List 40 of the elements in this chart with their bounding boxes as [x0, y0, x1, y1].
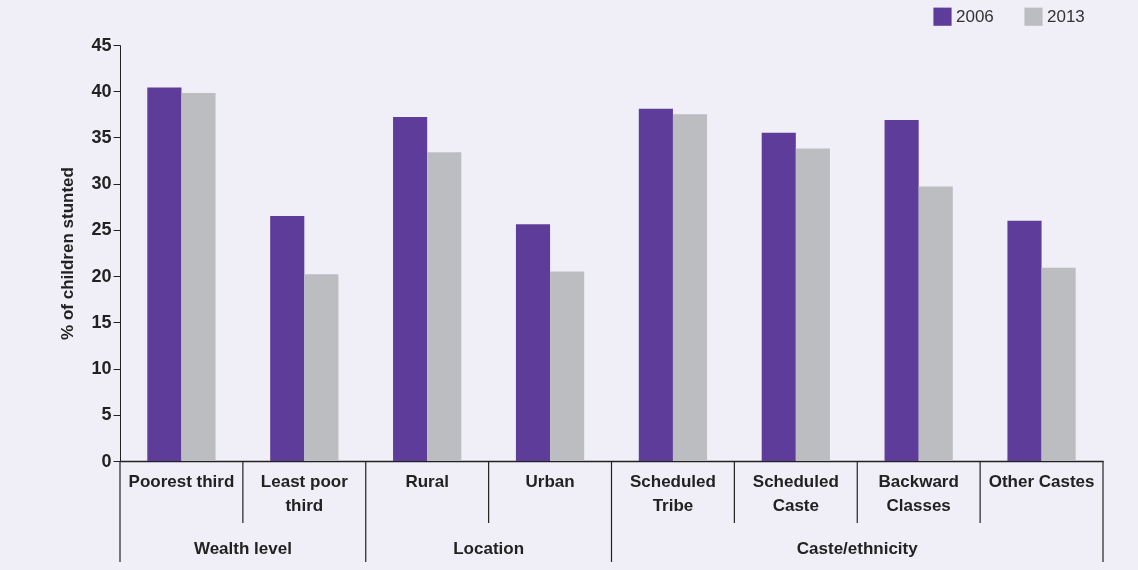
bar: [427, 152, 462, 461]
bar: [147, 87, 182, 461]
x-tick-label: Urban: [525, 471, 575, 491]
x-tick-label: Other Castes: [988, 471, 1095, 491]
y-tick-label: 5: [101, 404, 112, 425]
y-tick-label: 0: [101, 450, 112, 471]
bar: [304, 274, 339, 461]
y-tick-label: 35: [91, 126, 112, 147]
x-tick-label: Scheduled Caste: [752, 471, 839, 515]
y-tick-label: 25: [91, 219, 112, 240]
bar: [181, 93, 216, 461]
text: Location: [453, 539, 525, 558]
bar: [672, 114, 708, 461]
y-tick-label: 30: [91, 173, 112, 194]
legend-label: 2006: [956, 6, 994, 26]
bar: [550, 271, 585, 461]
bar: [795, 148, 830, 461]
x-tick-label: Rural: [405, 471, 449, 491]
text: Wealth level: [193, 539, 292, 558]
y-axis-title: % of children stunted: [58, 167, 78, 340]
bar: [918, 186, 953, 461]
bar: [1007, 220, 1042, 461]
y-tick-label: 40: [91, 80, 112, 101]
x-tick-label: Scheduled Tribe: [629, 471, 716, 515]
y-tick-label: 45: [91, 34, 112, 55]
bar: [515, 224, 551, 461]
bar: [884, 119, 919, 461]
bar: [761, 132, 796, 461]
y-tick-label: 15: [91, 311, 112, 332]
bar: [393, 117, 428, 461]
x-tick-label: Backward Classes: [878, 471, 959, 515]
bar: [1041, 267, 1076, 461]
bar: [270, 216, 305, 461]
y-tick-label: 10: [91, 358, 112, 379]
legend-label: 2013: [1047, 6, 1085, 26]
y-tick-label: 20: [91, 265, 112, 286]
bar: [638, 108, 673, 461]
x-tick-label: Least poor third: [260, 471, 349, 515]
text: Caste/ethnicity: [796, 539, 919, 558]
x-tick-label: Poorest third: [128, 471, 235, 491]
